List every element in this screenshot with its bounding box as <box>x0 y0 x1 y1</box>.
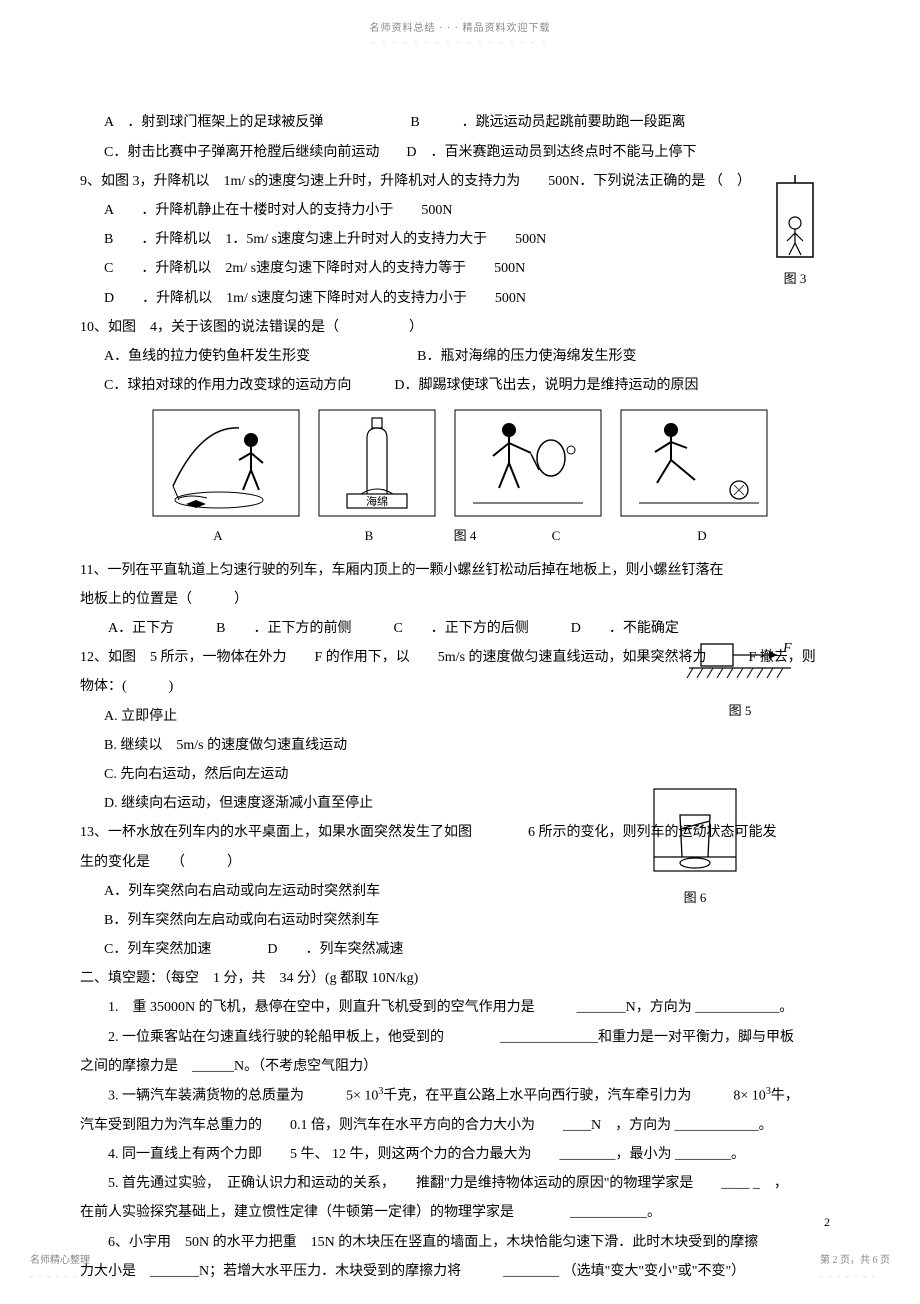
fig4-label-D: D <box>627 524 777 547</box>
fig4-A <box>151 408 301 518</box>
q12-C: C. 先向右运动，然后向左运动 <box>80 762 840 787</box>
fill-1: 1. 重 35000N 的飞机，悬停在空中，则直升飞机受到的空气作用力是 ___… <box>80 995 840 1020</box>
fill-3b: 汽车受到阻力为汽车总重力的 0.1 倍，则汽车在水平方向的合力大小为 ____N… <box>80 1113 840 1138</box>
fill-3a: 3. 一辆汽车装满货物的总质量为 5× 103千克，在平直公路上水平向西行驶，汽… <box>80 1083 840 1109</box>
q8-D: D ．百米赛跑运动员到达终点时不能马上停下 <box>406 145 696 160</box>
q10-row1: A．鱼线的拉力使钓鱼杆发生形变 B．瓶对海绵的压力使海绵发生形变 <box>80 344 840 369</box>
fig4-label-B: B <box>309 524 429 547</box>
fill-5b: 在前人实验探究基础上，建立惯性定律（牛顿第一定律）的物理学家是 ________… <box>80 1200 840 1225</box>
q10-B: B．瓶对海绵的压力使海绵发生形变 <box>417 349 636 364</box>
fig4-C <box>453 408 603 518</box>
section2-title: 二、填空题：（每空 1 分，共 34 分）(g 都取 10N/kg) <box>80 966 840 991</box>
q8-C: C．射击比赛中子弹离开枪膛后继续向前运动 <box>104 145 379 160</box>
bottle-sponge-icon: 海绵 <box>317 408 437 518</box>
footer-left: 名师精心整理 - - - - - - - <box>30 1252 90 1284</box>
fig4-labels: A B 图 4 C D <box>80 524 840 547</box>
kick-ball-icon <box>619 408 769 518</box>
fishing-icon <box>151 408 301 518</box>
fig4-B: 海绵 <box>317 408 437 518</box>
fig4-D <box>619 408 769 518</box>
fill-4: 4. 同一直线上有两个力即 5 牛、 12 牛，则这两个力的合力最大为 ____… <box>80 1142 840 1167</box>
force-F-label: F <box>782 641 792 656</box>
footer-right: 第 2 页，共 6 页 - - - - - - - <box>820 1252 890 1284</box>
fill-6b: 力大小是 _______N；若增大水平压力．木块受到的摩擦力将 ________… <box>80 1259 840 1284</box>
sponge-label: 海绵 <box>366 494 388 508</box>
figure-6: 图 6 <box>640 785 750 910</box>
fig5-label: 图 5 <box>680 699 800 722</box>
fig4-label-C: C <box>501 524 611 547</box>
cup-water-icon <box>650 785 740 875</box>
q8-B: B ．跳远运动员起跳前要助跑一段距离 <box>410 115 685 130</box>
q10-C: C．球拍对球的作用力改变球的运动方向 <box>104 378 351 393</box>
q10-stem: 10、如图 4，关于该图的说法错误的是（ ） <box>80 315 840 340</box>
fill-6a: 6、小宇用 50N 的水平力把重 15N 的木块压在竖直的墙面上，木块恰能匀速下… <box>80 1230 840 1255</box>
figure-5: F 图 5 <box>680 638 800 723</box>
q9-A: A ．升降机静止在十楼时对人的支持力小于 500N <box>80 198 840 223</box>
q9-stem: 9、如图 3，升降机以 1m/ s的速度匀速上升时，升降机对人的支持力为 500… <box>80 169 840 194</box>
fig6-label: 图 6 <box>640 886 750 909</box>
elevator-icon <box>769 175 821 265</box>
q11-line1: 11、一列在平直轨道上匀速行驶的列车，车厢内顶上的一颗小螺丝钉松动后掉在地板上，… <box>80 558 840 583</box>
fig4-label-mid: 图 4 <box>445 524 485 547</box>
q10-D: D．脚踢球使球飞出去，说明力是维持运动的原因 <box>394 378 698 393</box>
header-note: 名师资料总结 · · · 精品资料欢迎下载 - - - - - - - - - … <box>80 20 840 50</box>
fig4-label-A: A <box>143 524 293 547</box>
fig3-label: 图 3 <box>760 267 830 290</box>
q8-row1: A ．射到球门框架上的足球被反弹 B ．跳远运动员起跳前要助跑一段距离 <box>80 110 840 135</box>
q13-B: B．列车突然向左启动或向右运动时突然刹车 <box>80 908 840 933</box>
q8-row2: C．射击比赛中子弹离开枪膛后继续向前运动 D ．百米赛跑运动员到达终点时不能马上… <box>80 140 840 165</box>
figure-4-row: 海绵 <box>80 408 840 518</box>
q9-B: B ．升降机以 1．5m/ s速度匀速上升时对人的支持力大于 500N <box>80 227 840 252</box>
fill-5a: 5. 首先通过实验， 正确认识力和运动的关系， 推翻"力是维持物体运动的原因"的… <box>80 1171 840 1196</box>
q13-C: C．列车突然加速 D ．列车突然减速 <box>80 937 840 962</box>
q12-B: B. 继续以 5m/s 的速度做匀速直线运动 <box>80 733 840 758</box>
racket-icon <box>453 408 603 518</box>
q10-row2: C．球拍对球的作用力改变球的运动方向 D．脚踢球使球飞出去，说明力是维持运动的原… <box>80 373 840 398</box>
q11-line2: 地板上的位置是（ ） <box>80 587 840 612</box>
q10-A: A．鱼线的拉力使钓鱼杆发生形变 <box>104 349 310 364</box>
q9-D: D ．升降机以 1m/ s速度匀速下降时对人的支持力小于 500N <box>80 286 840 311</box>
block-force-icon: F <box>685 638 795 688</box>
q9-C: C ．升降机以 2m/ s速度匀速下降时对人的支持力等于 500N <box>80 256 840 281</box>
figure-3: 图 3 <box>760 175 830 290</box>
header-dots: - - - - - - - - - - - - - - - - - <box>80 36 840 50</box>
q8-A: A ．射到球门框架上的足球被反弹 <box>104 115 323 130</box>
fill-2b: 之间的摩擦力是 ______N。（不考虑空气阻力） <box>80 1054 840 1079</box>
page-number: 2 <box>824 1212 830 1234</box>
fill-2a: 2. 一位乘客站在匀速直线行驶的轮船甲板上，他受到的 _____________… <box>80 1025 840 1050</box>
